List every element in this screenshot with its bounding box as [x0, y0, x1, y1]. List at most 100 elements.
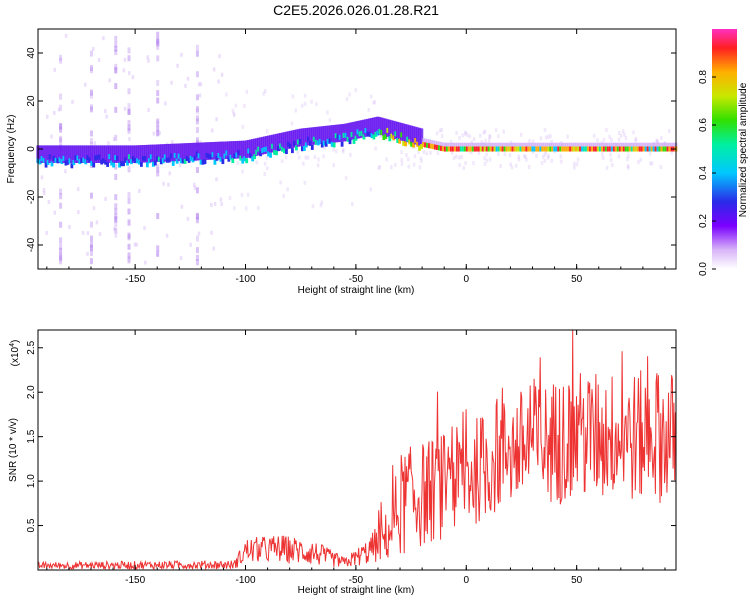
spectrogram-speckle	[472, 161, 475, 166]
spectrogram-core-cell	[191, 157, 195, 163]
spectrogram-speckle	[464, 131, 467, 136]
spectrogram-streak	[195, 118, 199, 125]
spectrogram-speckle	[626, 164, 630, 169]
spectrogram-core-cell	[203, 159, 207, 165]
spectrogram-core-cell	[406, 136, 410, 142]
spectrogram-core-cell	[322, 140, 326, 146]
spectrogram-core-cell	[344, 132, 348, 138]
spectrogram-core-cell	[348, 139, 352, 145]
spectrogram-core-cell	[547, 146, 551, 152]
spectrogram-streak	[127, 198, 131, 205]
spectrogram-speckle	[655, 138, 659, 143]
spectrogram-cell	[237, 140, 241, 159]
spectrogram-core-cell	[529, 146, 533, 152]
spectrogram-speckle	[57, 107, 61, 112]
spectrogram-streak	[89, 257, 93, 264]
spectrogram-core-cell	[507, 146, 511, 152]
spectrogram-core-cell	[110, 160, 114, 166]
spectrogram-speckle	[460, 154, 463, 159]
spectrogram-speckle	[112, 137, 116, 142]
spectrogram-speckle	[373, 100, 377, 105]
spectrogram-cell	[248, 139, 253, 158]
spectrogram-speckle	[542, 154, 545, 159]
spectrogram-core-cell	[626, 146, 630, 152]
spectrogram-core-cell	[159, 159, 163, 165]
spectrogram-speckle	[231, 108, 235, 113]
spectrogram-ytick-label: 0	[26, 146, 37, 152]
spectrogram-cell	[310, 127, 314, 145]
spectrogram-cell	[159, 144, 163, 162]
spectrogram-speckle	[234, 103, 238, 108]
spectrogram-core-cell	[134, 158, 137, 164]
spectrogram-cell	[92, 145, 96, 163]
spectrogram-streak	[59, 122, 63, 129]
spectrogram-speckle	[420, 159, 423, 164]
spectrogram-speckle	[494, 128, 498, 133]
spectrogram-core-cell	[304, 142, 308, 148]
spectrogram-core-cell	[505, 146, 509, 152]
spectrogram-core-cell	[471, 146, 475, 152]
snr-multiplier-base: (x10	[10, 346, 21, 366]
spectrogram-core-cell	[445, 146, 449, 152]
spectrogram-speckle	[617, 137, 621, 142]
spectrogram-speckle	[245, 89, 249, 94]
spectrogram-speckle	[240, 192, 244, 197]
spectrogram-xtick-label: 0	[463, 274, 469, 285]
spectrogram-cell	[215, 141, 219, 160]
spectrogram-speckle	[488, 157, 492, 162]
spectrogram-speckle	[284, 155, 288, 160]
spectrogram-speckle	[86, 231, 90, 236]
spectrogram-core-cell	[370, 133, 374, 139]
spectrogram-speckle	[311, 204, 315, 209]
spectrogram-core-cell	[114, 155, 117, 161]
spectrogram-core-cell	[237, 150, 241, 156]
spectrogram-cell	[268, 135, 273, 153]
spectrogram-core-cell	[96, 155, 100, 161]
spectrogram-speckle	[282, 193, 285, 198]
colorbar: 0.0 0.2 0.4 0.6 0.8 Normalized spectral ampl…	[698, 29, 749, 276]
spectrogram-cell	[84, 145, 88, 163]
spectrogram-core-cell	[438, 145, 441, 151]
spectrogram-cell	[280, 132, 285, 151]
spectrogram-core-cell	[88, 157, 92, 163]
spectrogram-speckle	[632, 130, 635, 135]
spectrogram-speckle	[573, 161, 576, 166]
spectrogram-core-cell	[265, 146, 268, 152]
snr-plot-area	[38, 330, 676, 570]
spectrogram-core-cell	[591, 146, 594, 152]
spectrogram-core-cell	[493, 146, 497, 152]
spectrogram-cell	[74, 145, 78, 163]
spectrogram-cell	[254, 138, 259, 156]
spectrogram-streak	[89, 104, 93, 111]
spectrogram-core-cell	[360, 130, 364, 136]
spectrogram-speckle	[147, 58, 150, 63]
spectrogram-speckle	[508, 153, 512, 158]
spectrogram-core-cell	[143, 155, 147, 161]
spectrogram-cell	[197, 142, 201, 161]
spectrogram-core-cell	[267, 151, 270, 157]
spectrogram-speckle	[544, 135, 548, 140]
snr-xtick-label: -100	[236, 575, 256, 586]
spectrogram-core-cell	[583, 146, 586, 152]
spectrogram-cell	[384, 118, 388, 137]
spectrogram-speckle	[639, 157, 642, 162]
spectrogram-cell	[332, 124, 336, 143]
spectrogram-speckle	[407, 164, 411, 169]
spectrogram-speckle	[241, 169, 244, 174]
spectrogram-speckle	[394, 162, 397, 167]
spectrogram-xtick-label: 50	[571, 274, 583, 285]
spectrogram-streak	[89, 141, 93, 148]
spectrogram-core-cell	[112, 162, 116, 168]
spectrogram-speckle	[123, 106, 127, 111]
spectrogram-streak	[156, 97, 160, 104]
spectrogram-cell	[58, 145, 62, 163]
spectrogram-core-cell	[555, 146, 559, 152]
spectrogram-core-cell	[509, 146, 513, 152]
spectrogram-core-cell	[646, 146, 650, 152]
spectrogram-core-cell	[213, 159, 217, 165]
spectrogram-speckle	[215, 177, 218, 182]
spectrogram-core-cell	[253, 154, 257, 160]
spectrogram-speckle	[92, 206, 96, 211]
spectrogram-cell	[155, 144, 160, 163]
spectrogram-cell	[119, 145, 124, 163]
